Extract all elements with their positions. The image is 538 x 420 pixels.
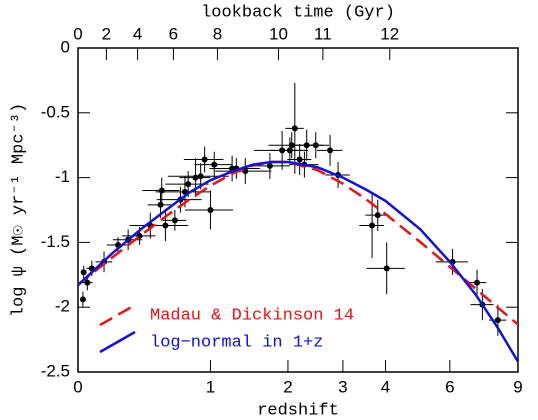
curve (77, 160, 519, 326)
data-point (211, 161, 218, 168)
y-tick-label: -1.5 (41, 232, 70, 251)
x2-axis-label: lookback time (Gyr) (201, 3, 395, 22)
data-point (369, 222, 376, 229)
x-tick-label: 3 (338, 377, 347, 396)
data-point (192, 174, 199, 181)
x2-tick-label: 0 (73, 24, 82, 43)
data-point (201, 156, 208, 163)
y-axis-label: log ψ (M☉ yr⁻¹ Mpc⁻³) (9, 103, 28, 317)
x-tick-label: 9 (513, 377, 522, 396)
x-tick-label: 6 (445, 377, 454, 396)
x2-tick-label: 2 (102, 24, 111, 43)
x-tick-label: 2 (283, 377, 292, 396)
plot-frame (77, 47, 519, 373)
legend-label: log−normal in 1+z (150, 333, 323, 352)
y-tick-label: -1 (55, 167, 70, 186)
x2-tick-label: 10 (269, 24, 288, 43)
data-point (374, 212, 381, 219)
x2-tick-label: 4 (133, 24, 142, 43)
data-point (80, 269, 87, 276)
data-point (162, 222, 169, 229)
x2-tick-label: 12 (380, 24, 399, 43)
x-tick-label: 4 (381, 377, 390, 396)
data-point (158, 187, 165, 194)
data-point (266, 162, 273, 169)
y-tick-label: -2.5 (41, 361, 70, 380)
data-point (157, 201, 164, 208)
y-tick-label: 0 (61, 37, 70, 56)
x-tick-label: 0 (73, 377, 82, 396)
curve (77, 160, 520, 363)
x2-tick-label: 8 (213, 24, 222, 43)
y-tick-label: -0.5 (41, 102, 70, 121)
data-point (84, 279, 91, 286)
data-point (79, 296, 86, 303)
data-point (207, 207, 214, 213)
data-point (291, 125, 298, 132)
legend-swatch (99, 303, 136, 327)
legend-label: Madau & Dickinson 14 (150, 306, 354, 325)
x-tick-label: 1 (206, 377, 215, 396)
x2-tick-label: 11 (314, 24, 332, 43)
x2-tick-label: 6 (169, 24, 178, 43)
x-axis-label: redshift (257, 401, 339, 420)
data-point (296, 156, 303, 163)
y-tick-label: -2 (55, 297, 70, 316)
data-point (383, 265, 390, 272)
data-point (327, 147, 334, 154)
data-point (171, 217, 178, 224)
data-point (474, 279, 481, 286)
data-point (185, 181, 192, 188)
data-point (197, 173, 204, 180)
data-point (494, 317, 501, 324)
data-point (312, 142, 319, 149)
legend-swatch (99, 330, 136, 354)
